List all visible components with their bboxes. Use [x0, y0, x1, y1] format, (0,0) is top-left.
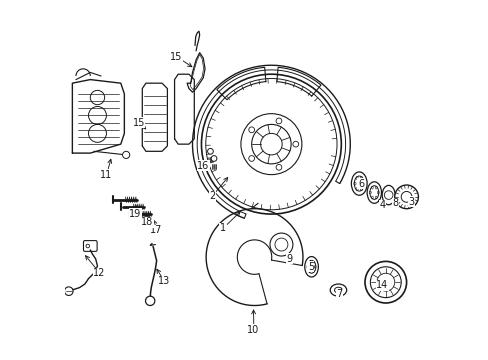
Text: 5: 5	[307, 262, 313, 272]
Ellipse shape	[351, 172, 366, 195]
Polygon shape	[72, 80, 124, 153]
Text: 3: 3	[407, 197, 413, 207]
Ellipse shape	[306, 260, 315, 273]
Text: 8: 8	[391, 198, 397, 208]
Text: 11: 11	[100, 170, 112, 180]
FancyBboxPatch shape	[83, 240, 97, 251]
Ellipse shape	[369, 186, 378, 199]
Text: 14: 14	[376, 280, 388, 290]
Circle shape	[64, 287, 73, 296]
Ellipse shape	[329, 284, 346, 296]
Circle shape	[201, 74, 341, 214]
Ellipse shape	[304, 257, 318, 277]
Text: 4: 4	[379, 200, 385, 210]
Circle shape	[364, 261, 406, 303]
Circle shape	[269, 233, 292, 256]
Ellipse shape	[353, 176, 364, 191]
Text: 1: 1	[220, 224, 225, 233]
Text: 9: 9	[285, 254, 292, 264]
Circle shape	[384, 191, 392, 199]
Polygon shape	[187, 53, 204, 92]
Ellipse shape	[366, 182, 381, 203]
Circle shape	[145, 296, 155, 306]
Circle shape	[207, 148, 213, 154]
Polygon shape	[142, 83, 167, 151]
Ellipse shape	[334, 287, 342, 293]
Text: 17: 17	[150, 225, 163, 235]
Text: 10: 10	[247, 325, 259, 335]
Text: 16: 16	[197, 161, 209, 171]
Text: 13: 13	[157, 276, 170, 286]
Circle shape	[394, 185, 418, 209]
Ellipse shape	[382, 185, 394, 205]
Circle shape	[86, 244, 89, 248]
Circle shape	[211, 156, 217, 161]
Text: 6: 6	[357, 179, 364, 189]
Text: 7: 7	[336, 289, 342, 299]
Circle shape	[122, 151, 129, 158]
Text: 15: 15	[132, 118, 144, 128]
Text: 18: 18	[141, 217, 153, 227]
Text: 15: 15	[170, 52, 182, 62]
Text: 19: 19	[129, 209, 142, 219]
Polygon shape	[174, 74, 194, 144]
Text: 12: 12	[93, 268, 105, 278]
Text: 2: 2	[209, 191, 215, 201]
